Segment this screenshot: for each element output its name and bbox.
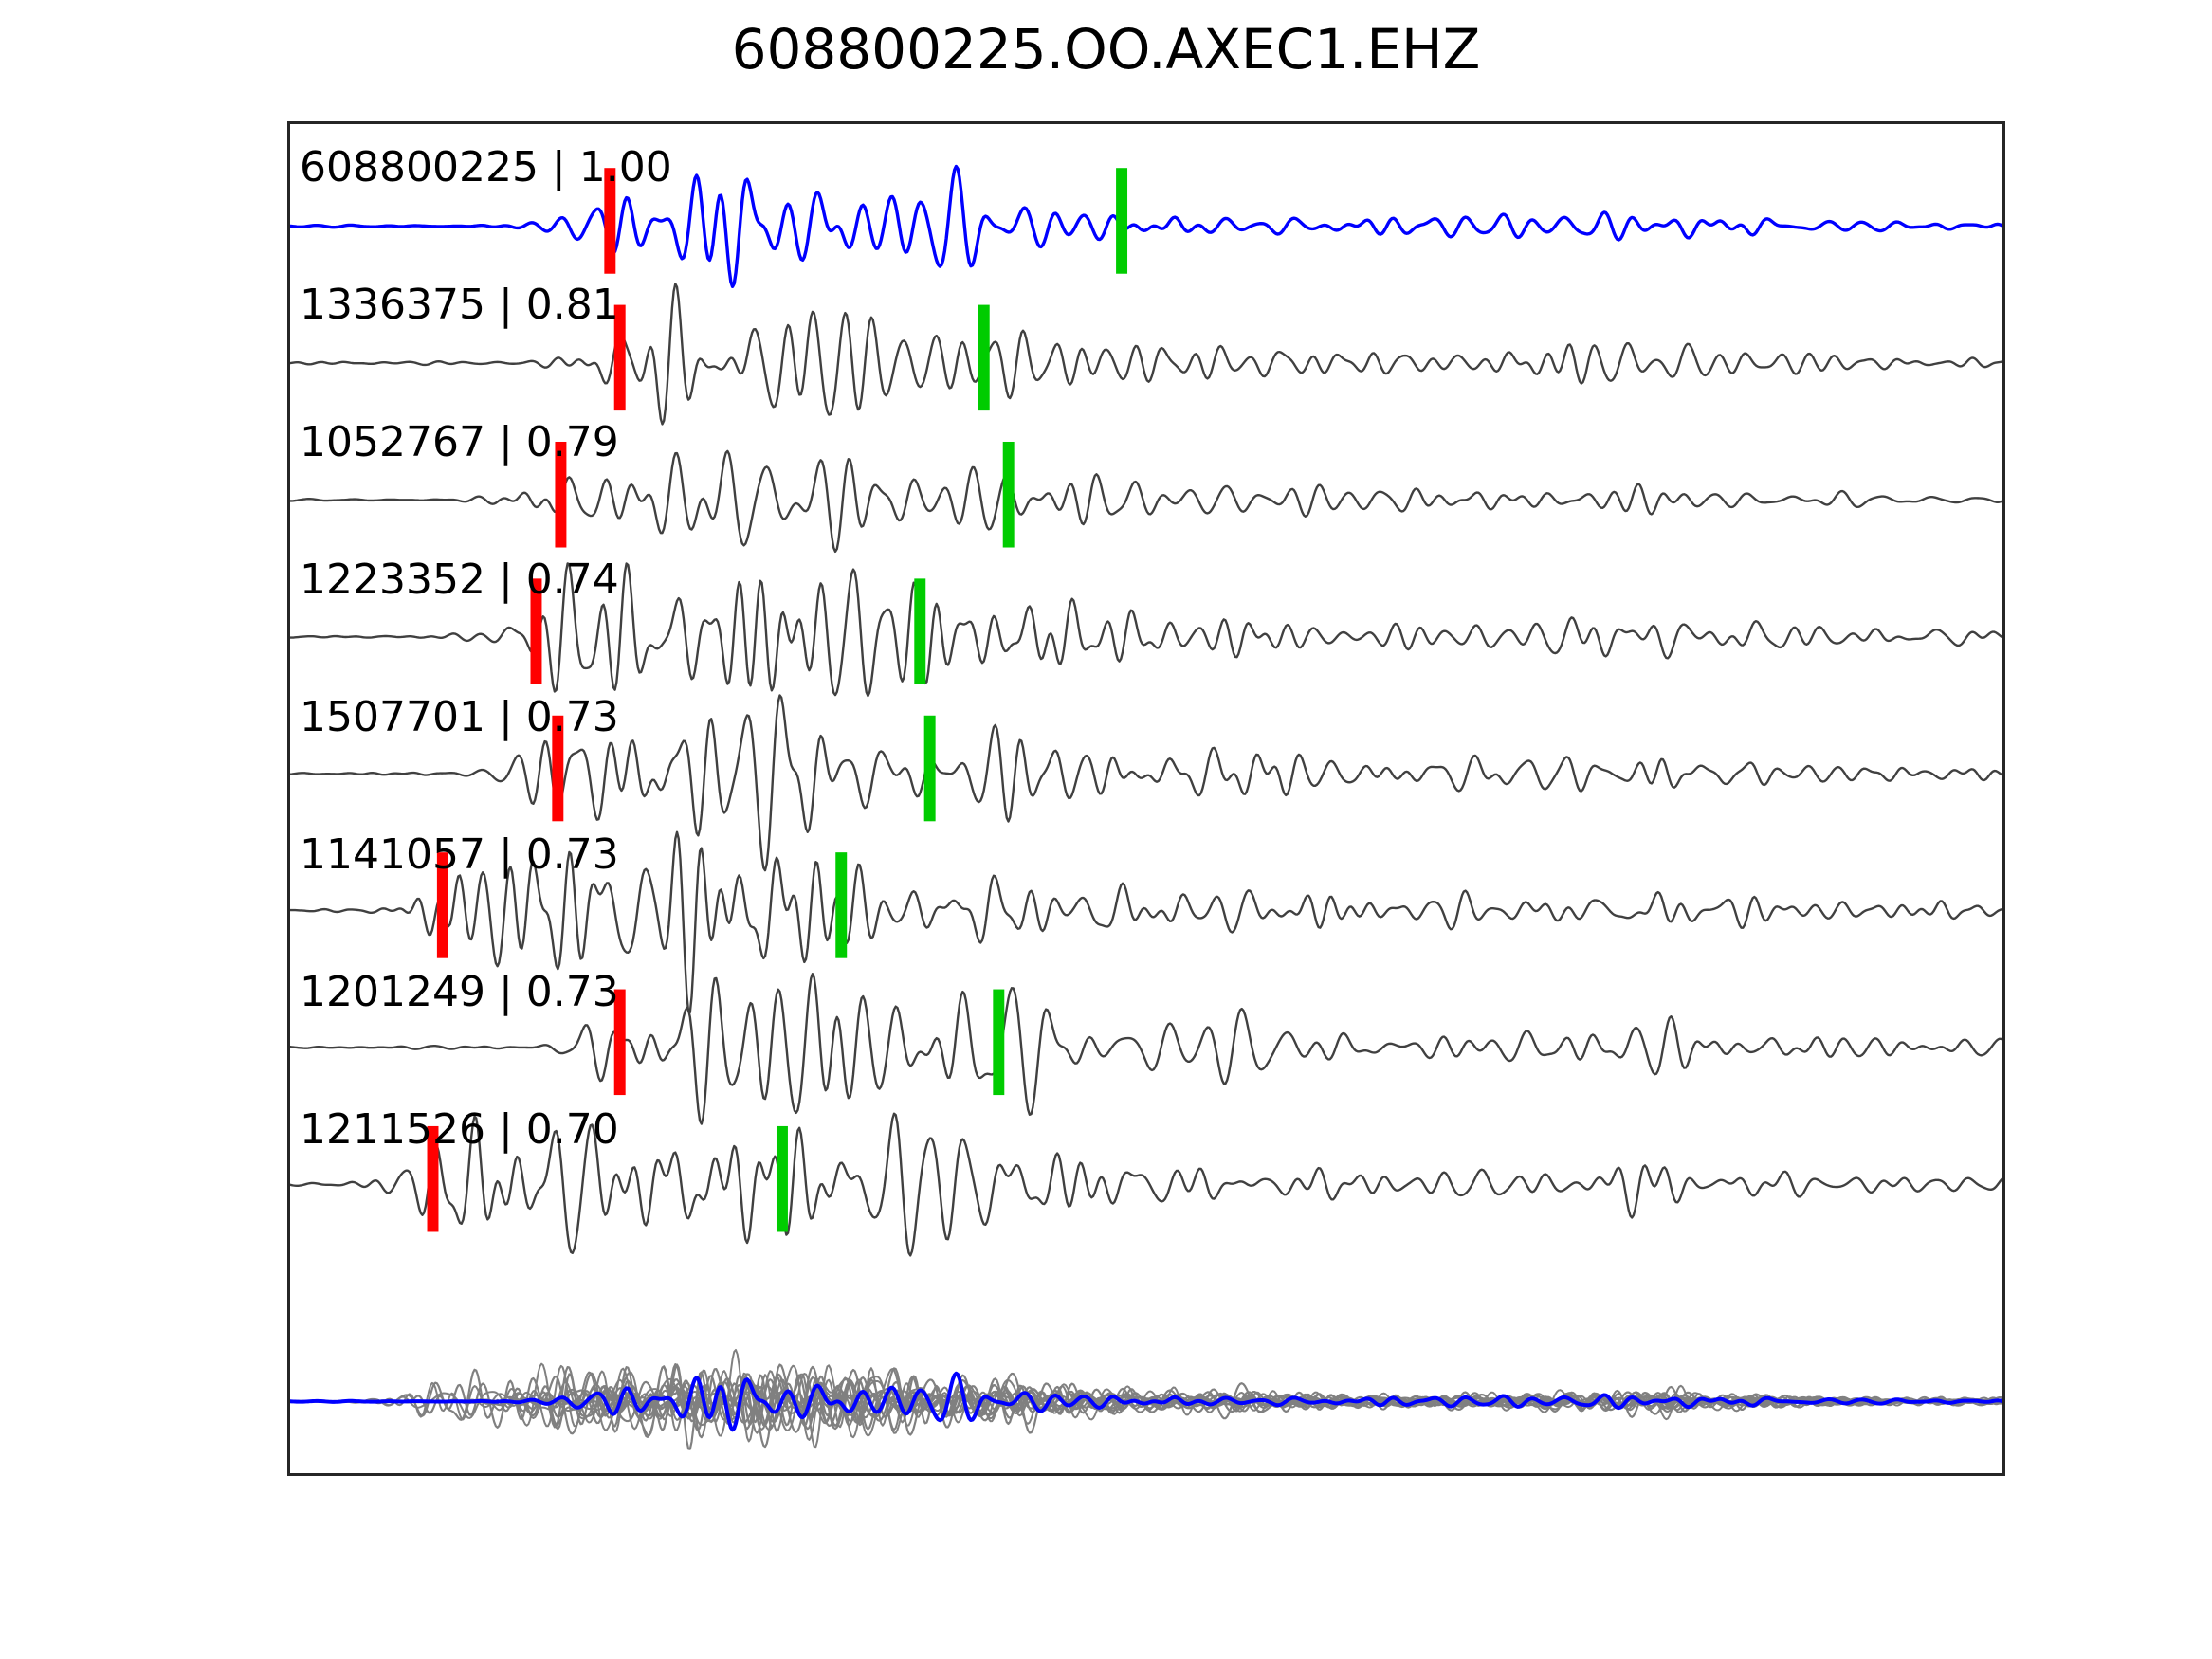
p-pick-marker-1336375 xyxy=(613,304,626,411)
trace-label-1052767: 1052767 | 0.79 xyxy=(300,418,619,466)
p-pick-marker-1211526 xyxy=(427,1125,439,1232)
trace-label-1507701: 1507701 | 0.73 xyxy=(300,693,619,741)
s-pick-marker-1201249 xyxy=(993,989,1005,1096)
s-pick-marker-1507701 xyxy=(923,715,936,822)
s-pick-marker-1336375 xyxy=(978,304,990,411)
stack-reference-trace xyxy=(290,1371,2002,1432)
waveform-trace-1211526 xyxy=(290,1112,2002,1257)
trace-label-1211526: 1211526 | 0.70 xyxy=(300,1105,619,1154)
trace-label-608800225: 608800225 | 1.00 xyxy=(300,143,672,191)
waveform-trace-1201249 xyxy=(290,973,2002,1125)
p-pick-marker-1201249 xyxy=(613,989,626,1096)
s-pick-marker-1141057 xyxy=(835,852,848,958)
s-pick-marker-1223352 xyxy=(914,578,926,684)
p-pick-marker-1052767 xyxy=(555,441,567,548)
waveform-canvas xyxy=(290,164,2002,1450)
waveform-trace-1223352 xyxy=(290,562,2002,698)
waveform-trace-1052767 xyxy=(290,449,2002,554)
trace-label-1201249: 1201249 | 0.73 xyxy=(300,968,619,1016)
s-pick-marker-608800225 xyxy=(1116,168,1128,274)
trace-label-1141057: 1141057 | 0.73 xyxy=(300,830,619,879)
s-pick-marker-1211526 xyxy=(776,1125,788,1232)
plot-axes: 608800225 | 1.00 1336375 | 0.81 1052767 | … xyxy=(287,121,2005,1476)
s-pick-marker-1052767 xyxy=(1002,441,1015,548)
waveform-trace-1336375 xyxy=(290,283,2002,426)
waveform-trace-1141057 xyxy=(290,830,2002,1014)
page-title: 608800225.OO.AXEC1.EHZ xyxy=(731,17,1481,82)
waveform-trace-1507701 xyxy=(290,694,2002,872)
p-pick-marker-608800225 xyxy=(604,168,616,274)
p-pick-marker-1223352 xyxy=(530,578,542,684)
waveform-trace-608800225 xyxy=(290,164,2002,289)
p-pick-marker-1141057 xyxy=(436,852,448,958)
trace-label-1336375: 1336375 | 0.81 xyxy=(300,281,619,329)
stack-overlay-trace-aux-1201249 xyxy=(290,1365,2002,1437)
trace-label-1223352: 1223352 | 0.74 xyxy=(300,556,619,604)
p-pick-marker-1507701 xyxy=(552,715,564,822)
